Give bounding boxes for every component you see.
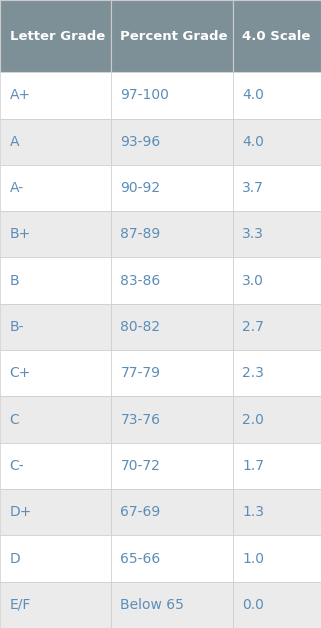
- Text: 3.7: 3.7: [242, 181, 264, 195]
- FancyBboxPatch shape: [111, 350, 233, 396]
- FancyBboxPatch shape: [111, 257, 233, 304]
- FancyBboxPatch shape: [0, 582, 111, 628]
- FancyBboxPatch shape: [111, 72, 233, 119]
- Text: B-: B-: [10, 320, 24, 334]
- Text: 2.3: 2.3: [242, 366, 264, 381]
- Text: 4.0: 4.0: [242, 134, 264, 149]
- FancyBboxPatch shape: [0, 72, 111, 119]
- Text: D: D: [10, 551, 20, 566]
- FancyBboxPatch shape: [233, 304, 321, 350]
- FancyBboxPatch shape: [111, 165, 233, 211]
- Text: D+: D+: [10, 505, 32, 519]
- Text: 3.3: 3.3: [242, 227, 264, 241]
- FancyBboxPatch shape: [111, 119, 233, 165]
- FancyBboxPatch shape: [111, 443, 233, 489]
- FancyBboxPatch shape: [0, 304, 111, 350]
- Text: A-: A-: [10, 181, 24, 195]
- Text: E/F: E/F: [10, 598, 31, 612]
- FancyBboxPatch shape: [111, 304, 233, 350]
- FancyBboxPatch shape: [233, 582, 321, 628]
- Text: 4.0: 4.0: [242, 89, 264, 102]
- FancyBboxPatch shape: [111, 0, 233, 72]
- Text: 1.0: 1.0: [242, 551, 265, 566]
- Text: 83-86: 83-86: [120, 274, 160, 288]
- FancyBboxPatch shape: [0, 535, 111, 582]
- Text: A+: A+: [10, 89, 31, 102]
- Text: 90-92: 90-92: [120, 181, 160, 195]
- FancyBboxPatch shape: [0, 119, 111, 165]
- Text: C: C: [10, 413, 19, 426]
- FancyBboxPatch shape: [233, 257, 321, 304]
- Text: Percent Grade: Percent Grade: [120, 30, 228, 43]
- FancyBboxPatch shape: [0, 396, 111, 443]
- Text: 73-76: 73-76: [120, 413, 160, 426]
- FancyBboxPatch shape: [111, 582, 233, 628]
- Text: 80-82: 80-82: [120, 320, 160, 334]
- FancyBboxPatch shape: [233, 443, 321, 489]
- FancyBboxPatch shape: [0, 211, 111, 257]
- Text: 2.0: 2.0: [242, 413, 264, 426]
- FancyBboxPatch shape: [233, 165, 321, 211]
- Text: 65-66: 65-66: [120, 551, 160, 566]
- Text: Below 65: Below 65: [120, 598, 184, 612]
- Text: 4.0 Scale: 4.0 Scale: [242, 30, 311, 43]
- FancyBboxPatch shape: [233, 72, 321, 119]
- Text: 3.0: 3.0: [242, 274, 264, 288]
- Text: B: B: [10, 274, 19, 288]
- FancyBboxPatch shape: [233, 489, 321, 535]
- FancyBboxPatch shape: [111, 535, 233, 582]
- FancyBboxPatch shape: [233, 119, 321, 165]
- Text: C+: C+: [10, 366, 31, 381]
- Text: C-: C-: [10, 459, 24, 473]
- Text: 70-72: 70-72: [120, 459, 160, 473]
- Text: 2.7: 2.7: [242, 320, 264, 334]
- Text: 77-79: 77-79: [120, 366, 160, 381]
- FancyBboxPatch shape: [0, 0, 111, 72]
- Text: 93-96: 93-96: [120, 134, 160, 149]
- FancyBboxPatch shape: [233, 0, 321, 72]
- FancyBboxPatch shape: [0, 443, 111, 489]
- FancyBboxPatch shape: [0, 165, 111, 211]
- FancyBboxPatch shape: [111, 211, 233, 257]
- Text: 1.3: 1.3: [242, 505, 265, 519]
- Text: 97-100: 97-100: [120, 89, 169, 102]
- FancyBboxPatch shape: [233, 396, 321, 443]
- Text: 0.0: 0.0: [242, 598, 264, 612]
- FancyBboxPatch shape: [0, 489, 111, 535]
- FancyBboxPatch shape: [0, 257, 111, 304]
- Text: 67-69: 67-69: [120, 505, 160, 519]
- Text: B+: B+: [10, 227, 31, 241]
- Text: 87-89: 87-89: [120, 227, 160, 241]
- FancyBboxPatch shape: [0, 350, 111, 396]
- FancyBboxPatch shape: [233, 211, 321, 257]
- FancyBboxPatch shape: [111, 396, 233, 443]
- FancyBboxPatch shape: [233, 350, 321, 396]
- FancyBboxPatch shape: [233, 535, 321, 582]
- Text: Letter Grade: Letter Grade: [10, 30, 105, 43]
- Text: 1.7: 1.7: [242, 459, 265, 473]
- FancyBboxPatch shape: [111, 489, 233, 535]
- Text: A: A: [10, 134, 19, 149]
